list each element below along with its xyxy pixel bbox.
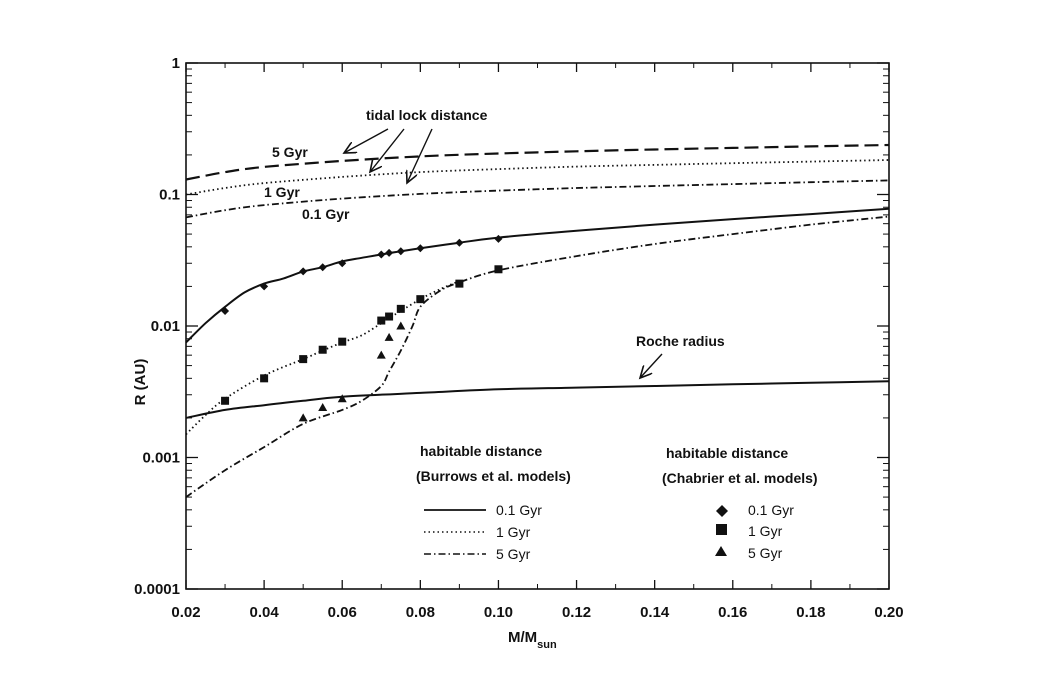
legend-diamond-marker <box>716 505 728 517</box>
point-diamond <box>396 247 405 256</box>
point-diamond <box>385 248 394 257</box>
y-tick-label: 0.0001 <box>134 581 180 598</box>
point-triangle <box>318 403 328 412</box>
points-layer <box>221 234 503 422</box>
legend-burrows-subtitle: (Burrows et al. models) <box>416 468 571 484</box>
x-tick-label: 0.02 <box>171 604 200 621</box>
y-tick-label: 0.001 <box>142 450 180 467</box>
point-square <box>338 337 347 346</box>
tidal-5gyr-label: 5 Gyr <box>272 144 308 160</box>
tidal-1gyr-label: 1 Gyr <box>264 184 300 200</box>
tidal-curve-dotted <box>185 159 890 196</box>
axis-ticks: 0.02 0.04 0.06 0.08 0.10 0.12 0.14 0.16 0.18 0.20… <box>134 55 903 621</box>
x-tick-label: 0.10 <box>484 604 513 621</box>
x-tick-label: 0.06 <box>328 604 357 621</box>
habitable-curve-dashdot <box>185 215 890 498</box>
point-diamond <box>221 307 230 316</box>
habitable-curve-solid <box>185 207 890 344</box>
legend-triangle-marker <box>715 546 727 556</box>
legend-burrows-item-5: 5 Gyr <box>496 546 531 562</box>
roche-radius-label: Roche radius <box>636 333 725 349</box>
point-square <box>318 345 327 354</box>
y-axis-label: R (AU) <box>132 359 149 406</box>
point-square <box>385 312 394 321</box>
tidal-01gyr-label: 0.1 Gyr <box>302 206 350 222</box>
point-square <box>396 304 405 313</box>
point-triangle <box>396 321 406 330</box>
point-diamond <box>299 267 308 276</box>
x-tick-label: 0.12 <box>562 604 591 621</box>
x-axis-label: M/Msun <box>508 629 557 651</box>
legend-burrows-title: habitable distance <box>420 443 542 459</box>
x-tick-label: 0.20 <box>874 604 903 621</box>
point-diamond <box>338 259 347 268</box>
roche-arrow <box>640 353 663 378</box>
point-square <box>377 316 386 325</box>
legend-chabrier-item-5: 5 Gyr <box>748 545 783 561</box>
point-diamond <box>416 244 425 253</box>
legend-burrows-item-1: 1 Gyr <box>496 524 531 540</box>
legend-burrows: habitable distance (Burrows et al. model… <box>416 443 571 562</box>
tidal-arrow-01gyr <box>407 128 433 183</box>
point-square <box>455 279 464 288</box>
point-triangle <box>298 413 308 422</box>
point-square <box>494 265 503 274</box>
point-diamond <box>260 282 269 291</box>
x-tick-label: 0.04 <box>250 604 280 621</box>
legend-burrows-item-01: 0.1 Gyr <box>496 502 542 518</box>
legend-chabrier-title: habitable distance <box>666 445 788 461</box>
point-square <box>260 374 269 383</box>
x-axis-label-main: M/M <box>508 629 537 646</box>
x-tick-label: 0.16 <box>718 604 747 621</box>
point-triangle <box>384 332 394 341</box>
point-diamond <box>455 238 464 247</box>
point-square <box>299 355 308 364</box>
legend-chabrier-item-1: 1 Gyr <box>748 523 783 539</box>
roche-curve-solid <box>185 380 890 419</box>
legend-chabrier: habitable distance (Chabrier et al. mode… <box>662 445 818 561</box>
point-square <box>416 295 425 304</box>
tidal-arrow-1gyr <box>370 128 405 172</box>
x-axis-label-sub: sun <box>537 639 557 651</box>
point-diamond <box>494 234 503 243</box>
tidal-curve-dashed <box>185 143 890 181</box>
legend-square-marker <box>716 524 727 535</box>
y-tick-label: 1 <box>172 55 180 72</box>
tidal-lock-title: tidal lock distance <box>366 107 488 123</box>
point-diamond <box>377 250 386 259</box>
point-triangle <box>337 394 347 403</box>
point-triangle <box>376 350 386 359</box>
x-tick-label: 0.14 <box>640 604 670 621</box>
point-diamond <box>318 263 327 272</box>
point-square <box>221 396 230 405</box>
y-tick-label: 0.01 <box>151 318 180 335</box>
habitable-curve-dotted <box>185 280 460 435</box>
legend-chabrier-item-01: 0.1 Gyr <box>748 502 794 518</box>
tidal-arrow-5gyr <box>344 128 389 153</box>
x-tick-label: 0.18 <box>796 604 825 621</box>
x-tick-label: 0.08 <box>406 604 435 621</box>
legend-chabrier-subtitle: (Chabrier et al. models) <box>662 470 818 486</box>
y-tick-label: 0.1 <box>159 187 180 204</box>
